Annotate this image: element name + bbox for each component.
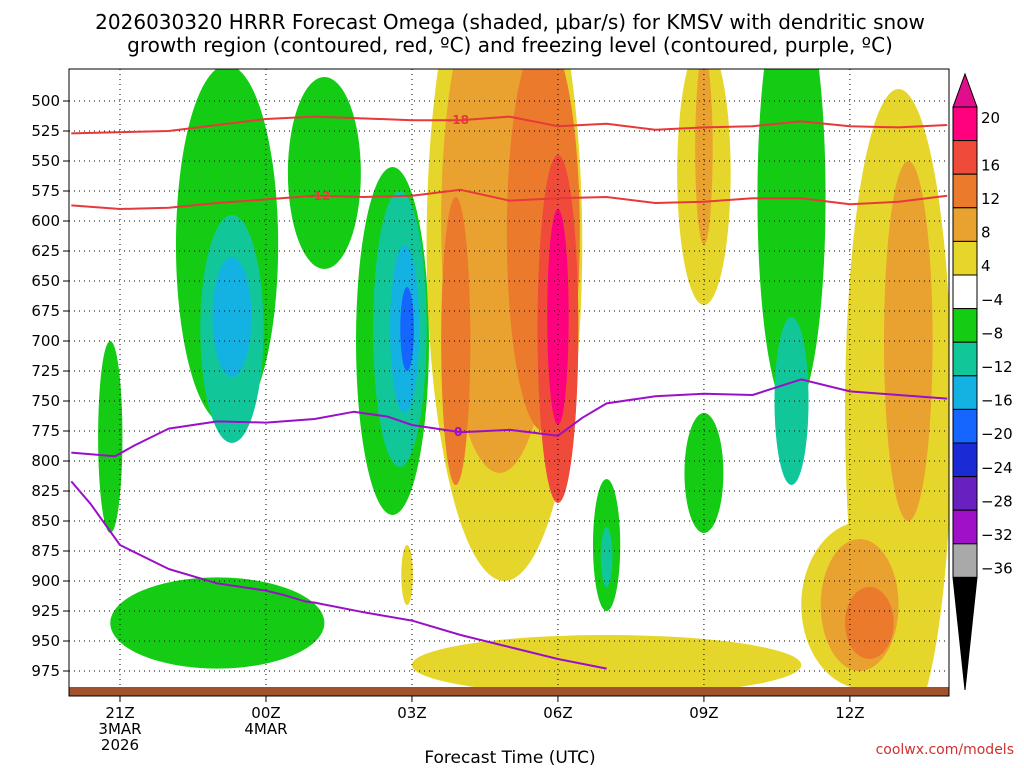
y-tick-label: 525 [31, 122, 60, 140]
omega-region [98, 341, 123, 533]
omega-region [684, 413, 724, 533]
colorbar-swatch [952, 408, 978, 444]
y-tick-label: 675 [31, 302, 60, 320]
colorbar-swatch [952, 476, 978, 511]
colorbar-label: −12 [981, 358, 1013, 376]
chart-title-line-2: growth region (contoured, red, ºC) and f… [127, 33, 893, 57]
chart-title-line-1: 2026030320 HRRR Forecast Omega (shaded, … [95, 10, 925, 34]
dgz-contour-line [71, 188, 948, 210]
y-axis-ticks: 500 525 550 575 600 625 650 675 700 725 750 775 800 8… [31, 92, 69, 680]
colorbar-label: −16 [981, 392, 1013, 410]
y-tick-label: 625 [31, 242, 60, 260]
colorbar-swatch [952, 341, 978, 377]
plot-frame [68, 68, 950, 697]
colorbar-swatch [952, 274, 978, 310]
colorbar-label: −28 [981, 492, 1013, 510]
terrain-ground [69, 687, 949, 696]
omega-region [757, 69, 826, 413]
colorbar-swatch [952, 240, 978, 276]
dotted-gridlines [69, 69, 949, 696]
x-tick-label: 2026 [101, 736, 139, 754]
y-tick-label: 650 [31, 272, 60, 290]
y-tick-label: 725 [31, 362, 60, 380]
y-tick-label: 750 [31, 392, 60, 410]
y-tick-label: 900 [31, 572, 60, 590]
omega-region [441, 197, 471, 485]
omega-region [774, 317, 809, 485]
colorbar-swatch [952, 173, 978, 209]
omega-shading-layer [98, 69, 949, 696]
colorbar-swatch [952, 140, 978, 175]
colorbar-swatch [952, 308, 978, 343]
y-tick-label: 875 [31, 542, 60, 560]
y-tick-label: 500 [31, 92, 60, 110]
y-tick-label: 800 [31, 452, 60, 470]
contour-layer: -18 -12 0 [70, 113, 948, 670]
colorbar-label: 20 [981, 109, 1000, 127]
x-tick-label: 21Z [105, 704, 134, 722]
freezing-level-contour-label: 0 [454, 425, 462, 439]
y-tick-label: 950 [31, 632, 60, 650]
omega-region [411, 635, 802, 695]
colorbar-swatch [952, 207, 978, 242]
y-tick-label: 825 [31, 482, 60, 500]
x-tick-label: 03Z [397, 704, 426, 722]
y-tick-label: 575 [31, 182, 60, 200]
dgz-contour-label: -12 [309, 189, 331, 203]
colorbar-swatch [952, 106, 978, 142]
x-tick-label: 09Z [689, 704, 718, 722]
omega-region [287, 77, 361, 269]
colorbar-swatch [952, 543, 978, 578]
colorbar-top-arrow [952, 72, 978, 108]
colorbar-label: −8 [981, 324, 1003, 342]
terrain-ground-layer [69, 687, 949, 696]
colorbar-label: 16 [981, 156, 1000, 174]
colorbar-label: 4 [981, 257, 991, 275]
colorbar-swatch [952, 375, 978, 410]
colorbar-label: −32 [981, 526, 1013, 544]
colorbar-bottom-arrow [952, 576, 978, 691]
omega-region [547, 209, 569, 425]
colorbar: 20 16 12 8 4 −4 −8 −12 −16 −20 −24 −28 −32 −36 [952, 72, 1013, 691]
colorbar-label: −36 [981, 560, 1013, 578]
y-tick-label: 700 [31, 332, 60, 350]
colorbar-label: −20 [981, 425, 1013, 443]
x-tick-label: 06Z [543, 704, 572, 722]
colorbar-swatch [952, 442, 978, 478]
omega-region [400, 287, 414, 371]
omega-region [883, 161, 933, 521]
x-tick-label: 12Z [835, 704, 864, 722]
omega-region [600, 527, 613, 587]
y-tick-label: 975 [31, 662, 60, 680]
omega-region [110, 577, 325, 669]
omega-region [212, 257, 252, 377]
colorbar-label: 8 [981, 224, 991, 242]
freezing-level-contour-line [70, 480, 607, 670]
colorbar-label: 12 [981, 190, 1000, 208]
dgz-contour-line [71, 115, 948, 135]
y-tick-label: 600 [31, 212, 60, 230]
x-tick-label: 3MAR [98, 720, 141, 738]
dgz-contour-label: -18 [447, 113, 469, 127]
freezing-level-contour-line [71, 378, 948, 458]
omega-region [401, 545, 413, 605]
x-axis-label: Forecast Time (UTC) [424, 748, 595, 768]
y-tick-label: 775 [31, 422, 60, 440]
y-tick-label: 850 [31, 512, 60, 530]
site-credit[interactable]: coolwx.com/models [876, 742, 1014, 758]
y-tick-label: 550 [31, 152, 60, 170]
x-tick-label: 00Z [251, 704, 280, 722]
x-tick-label: 4MAR [244, 720, 287, 738]
colorbar-label: −4 [981, 291, 1003, 309]
omega-region [845, 587, 894, 659]
y-tick-label: 925 [31, 602, 60, 620]
colorbar-swatch [952, 509, 978, 545]
colorbar-label: −24 [981, 459, 1013, 477]
